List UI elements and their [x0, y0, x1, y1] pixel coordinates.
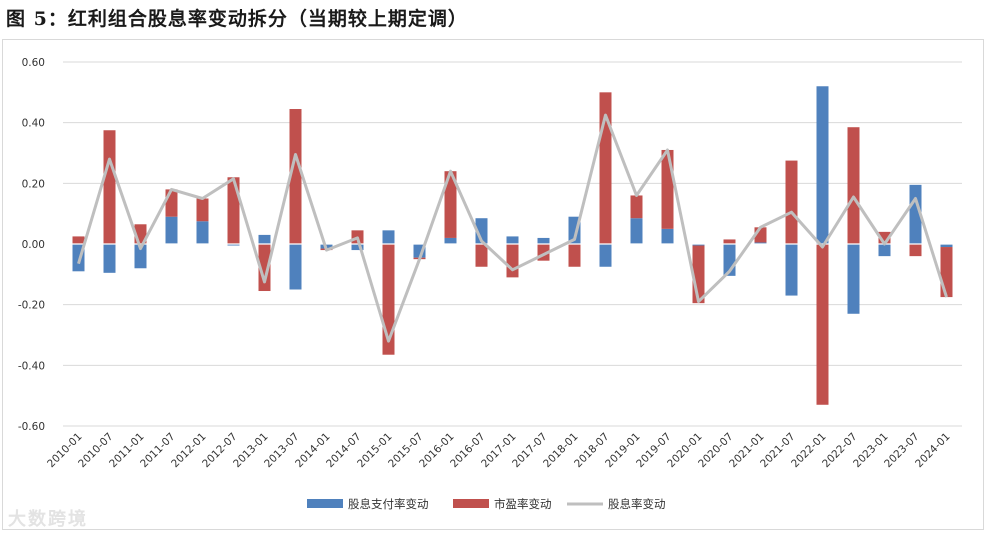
dividend-payout-bar: [692, 244, 705, 246]
dividend-payout-bar: [103, 244, 116, 273]
chart-title: 图 5：红利组合股息率变动拆分（当期较上期定调）: [6, 8, 468, 30]
dividend-payout-bar: [227, 244, 240, 246]
dividend-payout-bar: [537, 237, 550, 244]
y-tick-label: -0.40: [18, 360, 45, 372]
legend-pe-change-swatch: [453, 499, 489, 508]
watermark-logo: 大数跨境: [8, 509, 88, 530]
dividend-payout-bar: [382, 230, 395, 244]
y-tick-label: -0.20: [18, 300, 45, 312]
pe-change-bar: [103, 130, 116, 244]
pe-change-bar: [289, 109, 302, 245]
y-tick-label: 0.40: [22, 118, 45, 130]
pe-change-bar: [847, 127, 860, 244]
y-tick-label: 0.00: [22, 239, 45, 251]
dividend-payout-bar: [351, 244, 364, 251]
dividend-payout-bar: [165, 216, 178, 244]
y-tick-label: 0.60: [22, 57, 45, 69]
legend-dividend-payout-swatch: [307, 499, 343, 508]
legend-dividend-payout-label: 股息支付率变动: [348, 497, 429, 511]
dividend-payout-bar: [134, 244, 147, 269]
pe-change-bar: [196, 198, 209, 222]
pe-change-bar: [940, 247, 953, 298]
pe-change-bar: [909, 244, 922, 257]
pe-change-bar: [165, 189, 178, 217]
pe-change-bar: [630, 195, 643, 219]
chart-frame: [2, 39, 984, 530]
y-tick-label: -0.60: [18, 421, 45, 433]
dividend-payout-bar: [785, 244, 798, 296]
dividend-payout-bar: [878, 244, 891, 257]
dividend-payout-bar: [754, 242, 767, 244]
y-tick-label: 0.20: [22, 178, 45, 190]
pe-change-bar: [785, 160, 798, 244]
dividend-yield-change-line: [77, 113, 948, 343]
pe-change-bar: [258, 244, 271, 292]
dividend-payout-bar: [909, 184, 922, 244]
dividend-payout-bar: [599, 244, 612, 267]
dividend-payout-bar: [847, 244, 860, 314]
pe-change-bar: [475, 244, 488, 267]
pe-change-bar: [661, 149, 674, 229]
legend-pe-change-label: 市盈率变动: [494, 497, 552, 511]
pe-change-bar: [723, 239, 736, 244]
pe-change-bar: [444, 171, 457, 238]
pe-change-bar: [72, 236, 85, 244]
dividend-payout-bar: [940, 244, 953, 248]
legend-dividend-yield-label: 股息率变动: [608, 497, 666, 511]
dividend-payout-bar: [196, 221, 209, 244]
dividend-payout-bar: [444, 237, 457, 244]
pe-change-bar: [506, 244, 519, 278]
pe-change-bar: [568, 244, 581, 267]
pe-change-bar: [227, 177, 240, 244]
dividend-payout-bar: [258, 234, 271, 244]
dividend-payout-bar: [816, 86, 829, 245]
dividend-payout-bar: [661, 228, 674, 244]
pe-change-bar: [816, 244, 829, 405]
dividend-payout-bar: [289, 244, 302, 290]
dividend-payout-bar: [506, 236, 519, 244]
dividend-payout-bar: [630, 218, 643, 244]
